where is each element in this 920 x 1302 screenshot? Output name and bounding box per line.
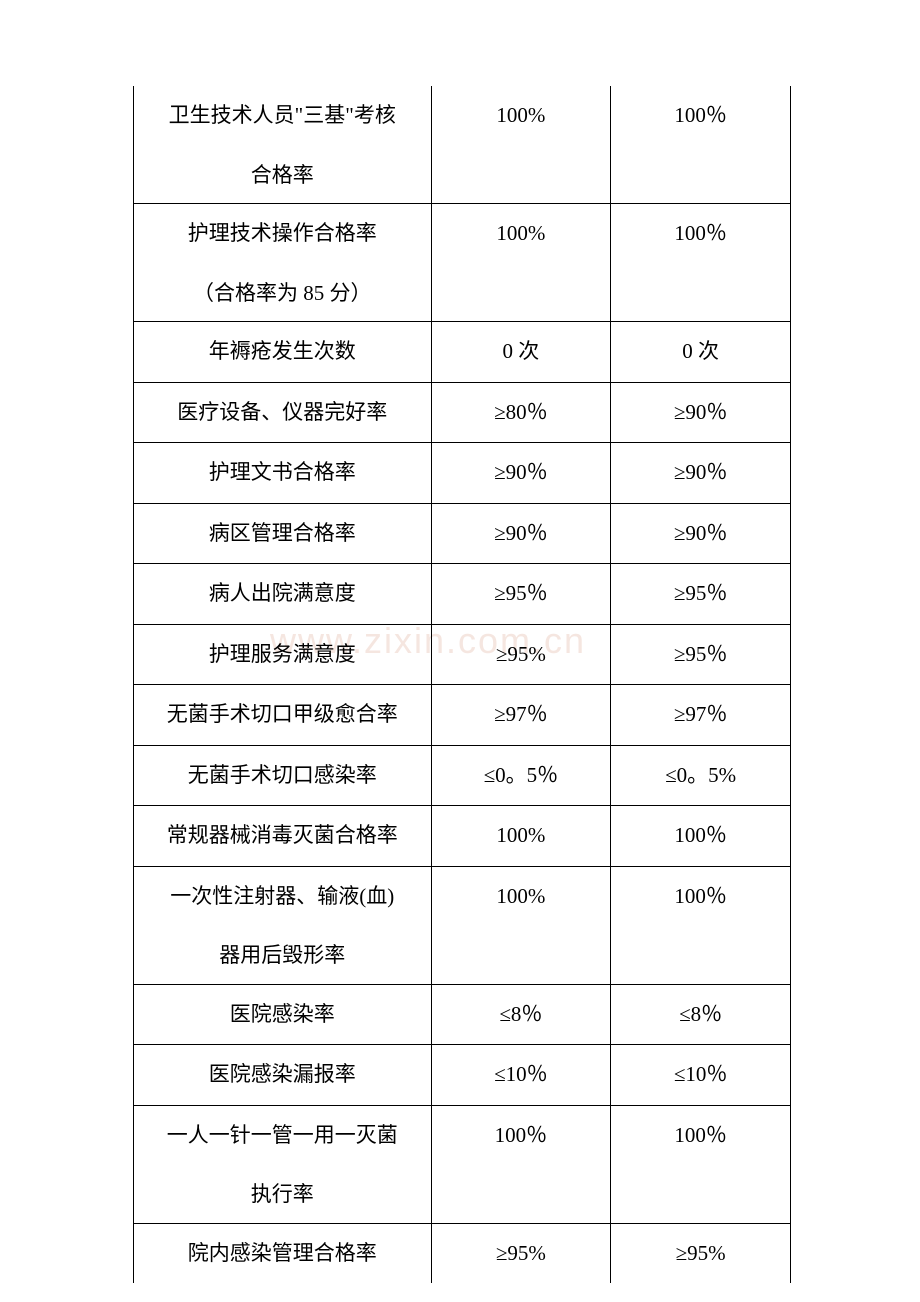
- metric-label-line1: 卫生技术人员"三基"考核: [169, 103, 396, 127]
- metric-value-col3: 100％: [611, 806, 791, 867]
- metric-value-col2: ≥97％: [431, 685, 611, 746]
- table-row: 无菌手术切口甲级愈合率≥97％≥97％: [134, 685, 791, 746]
- metric-value-col3: ≥95%: [611, 1223, 791, 1283]
- metric-value-col3: ≤8％: [611, 984, 791, 1045]
- metric-label-line2: 合格率: [144, 160, 421, 192]
- table-row: 医院感染率≤8％≤8％: [134, 984, 791, 1045]
- metric-value-col2: 100%: [431, 204, 611, 322]
- table-row: 一人一针一管一用一灭菌执行率100％100％: [134, 1105, 791, 1223]
- metric-value-col3: ≤0。5%: [611, 745, 791, 806]
- metric-value-col3: ≤10％: [611, 1045, 791, 1106]
- table-row: 医疗设备、仪器完好率≥80％≥90％: [134, 382, 791, 443]
- metric-label-line2: 执行率: [144, 1179, 421, 1211]
- metric-label-line1: 一次性注射器、输液(血): [170, 884, 394, 908]
- metric-label-cell: 医疗设备、仪器完好率: [134, 382, 432, 443]
- table-row: 医院感染漏报率≤10％≤10％: [134, 1045, 791, 1106]
- metric-value-col3: 0 次: [611, 322, 791, 383]
- metric-value-col3: ≥90％: [611, 382, 791, 443]
- metric-value-col2: ≤8％: [431, 984, 611, 1045]
- table-row: 院内感染管理合格率≥95%≥95%: [134, 1223, 791, 1283]
- metric-value-col2: 100％: [431, 1105, 611, 1223]
- metric-value-col2: ≤0。5％: [431, 745, 611, 806]
- metric-value-col2: ≥95%: [431, 624, 611, 685]
- metric-value-col3: 100％: [611, 204, 791, 322]
- metric-label-line2: （合格率为 85 分）: [144, 278, 421, 310]
- metric-label-cell: 病区管理合格率: [134, 503, 432, 564]
- metric-label-cell: 一次性注射器、输液(血) 器用后毁形率: [134, 866, 432, 984]
- metric-label-line1: 一人一针一管一用一灭菌: [167, 1123, 398, 1147]
- metric-label-cell: 医院感染率: [134, 984, 432, 1045]
- metric-value-col3: ≥90％: [611, 503, 791, 564]
- metric-value-col2: 100%: [431, 866, 611, 984]
- metric-value-col3: ≥97％: [611, 685, 791, 746]
- table-row: 护理技术操作合格率 （合格率为 85 分） 100%100％: [134, 204, 791, 322]
- metric-value-col2: ≥90％: [431, 443, 611, 504]
- metric-label-cell: 护理技术操作合格率 （合格率为 85 分）: [134, 204, 432, 322]
- table-row: 病区管理合格率≥90％≥90％: [134, 503, 791, 564]
- table-row: 护理文书合格率≥90％≥90％: [134, 443, 791, 504]
- table-row: 常规器械消毒灭菌合格率100%100％: [134, 806, 791, 867]
- table-row: 年褥疮发生次数0 次0 次: [134, 322, 791, 383]
- metric-value-col2: 0 次: [431, 322, 611, 383]
- metric-label-cell: 护理服务满意度: [134, 624, 432, 685]
- metrics-table-container: 卫生技术人员"三基"考核合格率100%100％护理技术操作合格率（合格率为 85…: [133, 86, 791, 1283]
- metric-label-line2: 器用后毁形率: [144, 940, 421, 972]
- metric-label-cell: 院内感染管理合格率: [134, 1223, 432, 1283]
- metric-label-line1: 护理技术操作合格率: [188, 221, 377, 245]
- metric-label-cell: 护理文书合格率: [134, 443, 432, 504]
- metric-value-col2: ≥95％: [431, 564, 611, 625]
- metric-label-cell: 无菌手术切口感染率: [134, 745, 432, 806]
- metric-value-col3: 100％: [611, 86, 791, 204]
- metric-label-cell: 卫生技术人员"三基"考核合格率: [134, 86, 432, 204]
- metrics-table: 卫生技术人员"三基"考核合格率100%100％护理技术操作合格率（合格率为 85…: [133, 86, 791, 1283]
- metric-value-col3: ≥95％: [611, 564, 791, 625]
- metrics-table-body: 卫生技术人员"三基"考核合格率100%100％护理技术操作合格率（合格率为 85…: [134, 86, 791, 1283]
- metric-label-cell: 无菌手术切口甲级愈合率: [134, 685, 432, 746]
- metric-value-col2: ≥80％: [431, 382, 611, 443]
- metric-value-col3: 100％: [611, 866, 791, 984]
- metric-value-col2: 100%: [431, 806, 611, 867]
- metric-label-cell: 医院感染漏报率: [134, 1045, 432, 1106]
- metric-value-col2: ≥95%: [431, 1223, 611, 1283]
- table-row: 一次性注射器、输液(血) 器用后毁形率 100%100％: [134, 866, 791, 984]
- table-row: 卫生技术人员"三基"考核合格率100%100％: [134, 86, 791, 204]
- metric-label-cell: 年褥疮发生次数: [134, 322, 432, 383]
- table-row: 护理服务满意度≥95%≥95％: [134, 624, 791, 685]
- metric-value-col2: ≤10％: [431, 1045, 611, 1106]
- metric-label-cell: 常规器械消毒灭菌合格率: [134, 806, 432, 867]
- table-row: 无菌手术切口感染率≤0。5％≤0。5%: [134, 745, 791, 806]
- metric-value-col3: ≥90％: [611, 443, 791, 504]
- metric-label-cell: 一人一针一管一用一灭菌执行率: [134, 1105, 432, 1223]
- metric-value-col2: ≥90％: [431, 503, 611, 564]
- table-row: 病人出院满意度≥95％≥95％: [134, 564, 791, 625]
- metric-value-col2: 100%: [431, 86, 611, 204]
- metric-label-cell: 病人出院满意度: [134, 564, 432, 625]
- metric-value-col3: 100％: [611, 1105, 791, 1223]
- metric-value-col3: ≥95％: [611, 624, 791, 685]
